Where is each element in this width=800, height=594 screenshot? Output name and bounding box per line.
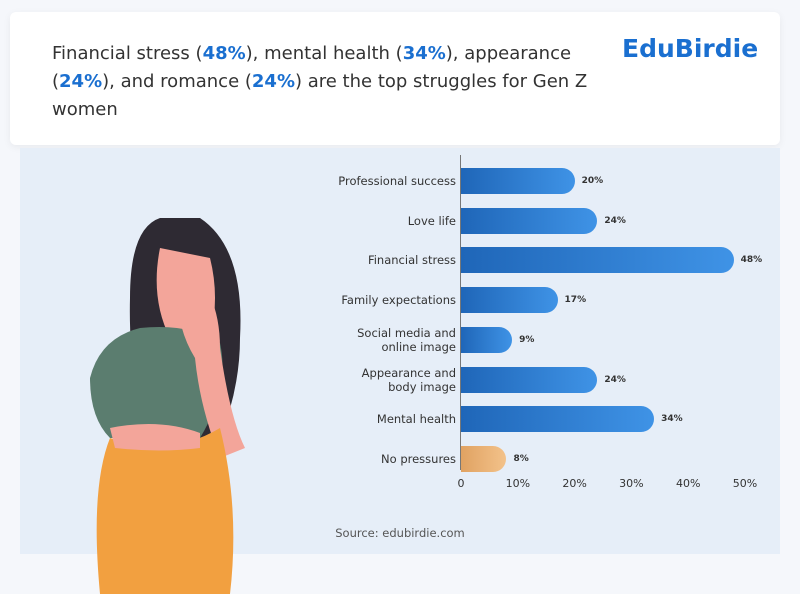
value-label: 24% xyxy=(604,374,626,385)
value-label: 34% xyxy=(661,414,683,425)
value-label: 24% xyxy=(604,215,626,226)
value-label: 8% xyxy=(513,453,529,464)
headline-text: ), and romance ( xyxy=(102,71,252,92)
bar xyxy=(461,247,734,274)
value-label: 20% xyxy=(581,176,604,186)
bar xyxy=(461,287,558,314)
category-label: Appearance and body image xyxy=(361,365,456,394)
x-tick-label: 10% xyxy=(505,477,531,490)
headline-highlight: 34% xyxy=(402,43,446,64)
x-tick-label: 40% xyxy=(675,477,701,490)
headline-highlight: 24% xyxy=(251,71,295,92)
y-axis-line xyxy=(460,155,461,470)
chart: Professional success 20% Love life 24% Finan… xyxy=(338,168,763,490)
x-tick-label: 30% xyxy=(619,477,644,490)
headline-text: ), mental health ( xyxy=(245,43,403,64)
bar xyxy=(461,366,598,393)
headline-text: ) are the top struggles for Gen Z women xyxy=(52,71,588,120)
category-label: No pressures xyxy=(381,451,456,466)
header-card xyxy=(10,12,780,145)
headline-highlight: 24% xyxy=(59,71,103,92)
headline-highlight: 48% xyxy=(202,43,246,64)
headline-text: Financial stress ( xyxy=(52,43,203,64)
category-label: Family expectations xyxy=(341,293,456,308)
value-label: 48% xyxy=(740,255,763,266)
headline-text: ), appearance ( xyxy=(52,43,572,92)
bar xyxy=(461,326,513,353)
chart-panel xyxy=(20,148,780,594)
category-label: Professional success xyxy=(338,174,456,188)
x-tick-label: 0 xyxy=(457,477,465,490)
bar xyxy=(461,445,507,472)
x-tick-label: 20% xyxy=(562,477,587,490)
category-label: Financial stress xyxy=(367,253,456,268)
bar xyxy=(461,207,598,234)
page: Financial stress (48%), mental health (3… xyxy=(10,12,780,594)
bar xyxy=(461,168,575,194)
x-tick-label: 50% xyxy=(732,477,758,490)
source: Source: edubirdie.com xyxy=(335,526,465,540)
value-label: 17% xyxy=(564,295,587,306)
category-label: Love life xyxy=(407,213,456,228)
logo: EduBirdie xyxy=(622,34,759,63)
category-label: Mental health xyxy=(376,412,456,427)
category-label: Social media and online image xyxy=(357,325,456,354)
illustration xyxy=(90,218,245,594)
bar xyxy=(461,406,655,433)
headline: Financial stress (48%), mental health (3… xyxy=(52,40,612,124)
value-label: 9% xyxy=(519,334,535,345)
